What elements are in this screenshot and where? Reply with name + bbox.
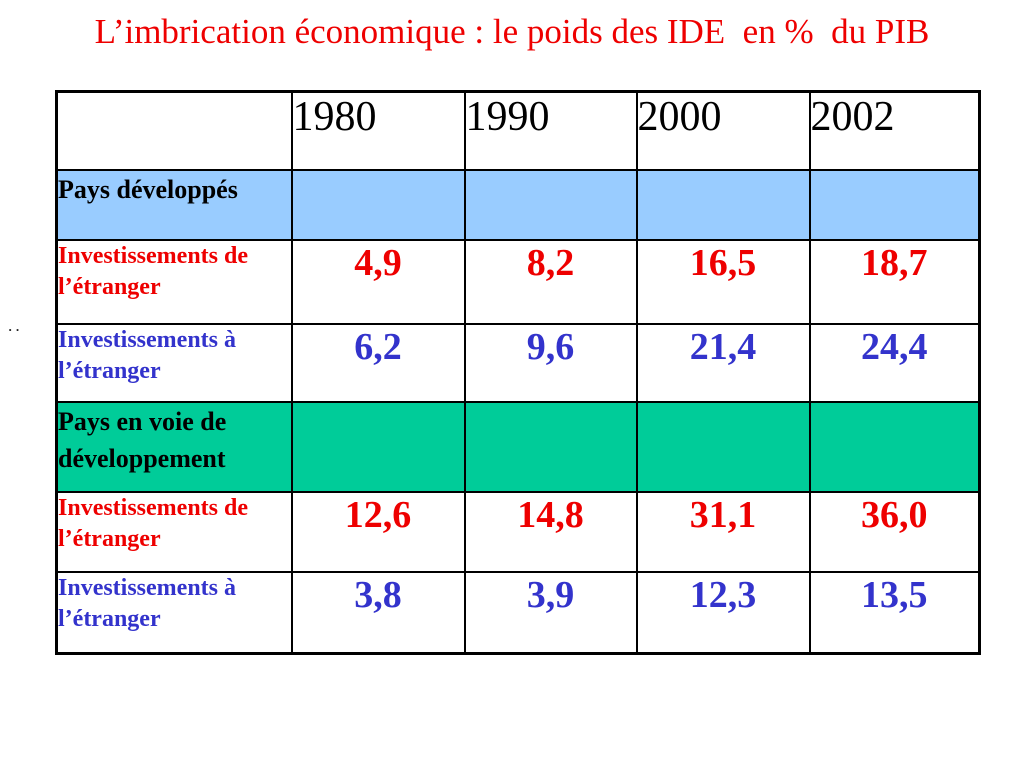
value-cell: 3,9	[463, 570, 638, 655]
value-cell: 21,4	[635, 322, 811, 403]
slide-title: L’imbrication économique : le poids des …	[94, 12, 930, 51]
empty-cell	[808, 168, 981, 241]
column-header-1990: 1990	[463, 90, 638, 171]
row-label: Investissements de l’étranger	[55, 238, 293, 325]
value-cell: 16,5	[635, 238, 811, 325]
row-label: Investissements à l’étranger	[55, 322, 293, 403]
row-label: Investissements à l’étranger	[55, 570, 293, 655]
value-cell: 18,7	[808, 238, 981, 325]
table-row-inward-fdi-developed: Investissements de l’étranger 4,9 8,2 16…	[55, 238, 981, 325]
section-label: Pays en voie de développement	[55, 400, 293, 493]
empty-cell	[290, 400, 466, 493]
empty-cell	[290, 168, 466, 241]
value-cell: 12,6	[290, 490, 466, 573]
empty-cell	[463, 400, 638, 493]
value-cell: 3,8	[290, 570, 466, 655]
value-cell: 12,3	[635, 570, 811, 655]
empty-cell	[635, 400, 811, 493]
value-cell: 14,8	[463, 490, 638, 573]
value-cell: 8,2	[463, 238, 638, 325]
table-row-outward-fdi-developed: Investissements à l’étranger 6,2 9,6 21,…	[55, 322, 981, 403]
empty-cell	[808, 400, 981, 493]
column-header-1980: 1980	[290, 90, 466, 171]
ide-table: 1980 1990 2000 2002 Pays développés Inve…	[55, 90, 981, 655]
table-header-row: 1980 1990 2000 2002	[55, 90, 981, 171]
value-cell: 31,1	[635, 490, 811, 573]
stray-dots-mark: ··	[8, 322, 23, 337]
row-label: Investissements de l’étranger	[55, 490, 293, 573]
value-cell: 13,5	[808, 570, 981, 655]
corner-cell	[55, 90, 293, 171]
section-label: Pays développés	[55, 168, 293, 241]
value-cell: 24,4	[808, 322, 981, 403]
value-cell: 6,2	[290, 322, 466, 403]
table-row-outward-fdi-developing: Investissements à l’étranger 3,8 3,9 12,…	[55, 570, 981, 655]
empty-cell	[463, 168, 638, 241]
table-row-inward-fdi-developing: Investissements de l’étranger 12,6 14,8 …	[55, 490, 981, 573]
section-row-developing: Pays en voie de développement	[55, 400, 981, 493]
value-cell: 36,0	[808, 490, 981, 573]
value-cell: 4,9	[290, 238, 466, 325]
empty-cell	[635, 168, 811, 241]
column-header-2000: 2000	[635, 90, 811, 171]
column-header-2002: 2002	[808, 90, 981, 171]
section-row-developed: Pays développés	[55, 168, 981, 241]
value-cell: 9,6	[463, 322, 638, 403]
